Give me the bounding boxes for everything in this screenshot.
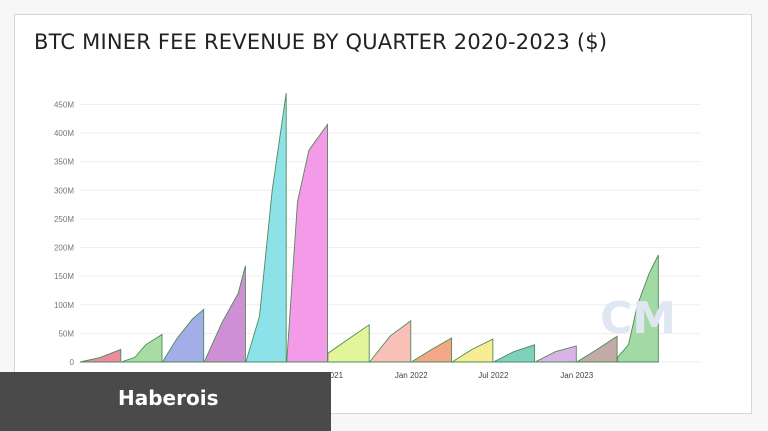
series-area: [617, 254, 659, 363]
series-area: [493, 344, 536, 363]
x-tick-label: Jan 2022: [395, 371, 428, 380]
series-area: [245, 92, 287, 363]
grid-lines: [80, 103, 700, 363]
x-tick-label: Jul 2022: [478, 371, 509, 380]
y-tick-label: 100M: [54, 301, 74, 310]
series-area: [368, 319, 412, 363]
series-area: [121, 333, 163, 363]
chart-title: BTC MINER FEE REVENUE BY QUARTER 2020-20…: [34, 30, 608, 54]
y-tick-label: 300M: [54, 186, 74, 195]
series-area: [203, 265, 246, 363]
y-tick-label: 350M: [54, 158, 74, 167]
y-tick-label: 450M: [54, 100, 74, 109]
watermark-logo: CM: [600, 293, 676, 344]
y-tick-label: 150M: [54, 272, 74, 281]
series-area: [450, 338, 494, 363]
series-areas: [79, 92, 659, 363]
brand-banner: Haberois: [0, 372, 331, 431]
y-axis-ticks: 0 50M 100M 150M 200M 250M 300M 350M 400M 450M: [54, 100, 75, 367]
y-tick-label: 400M: [54, 129, 74, 138]
y-tick-label: 250M: [54, 215, 74, 224]
y-tick-label: 0: [70, 358, 75, 367]
y-tick-label: 50M: [58, 329, 74, 338]
series-area: [409, 337, 453, 363]
x-tick-label: Jan 2023: [560, 371, 593, 380]
brand-label: Haberois: [118, 386, 219, 410]
series-area: [79, 348, 122, 363]
y-tick-label: 200M: [54, 244, 74, 253]
series-area: [534, 345, 577, 363]
series-area: [327, 323, 370, 363]
series-area: [575, 335, 618, 363]
series-area: [286, 123, 328, 363]
series-area: [161, 308, 205, 363]
